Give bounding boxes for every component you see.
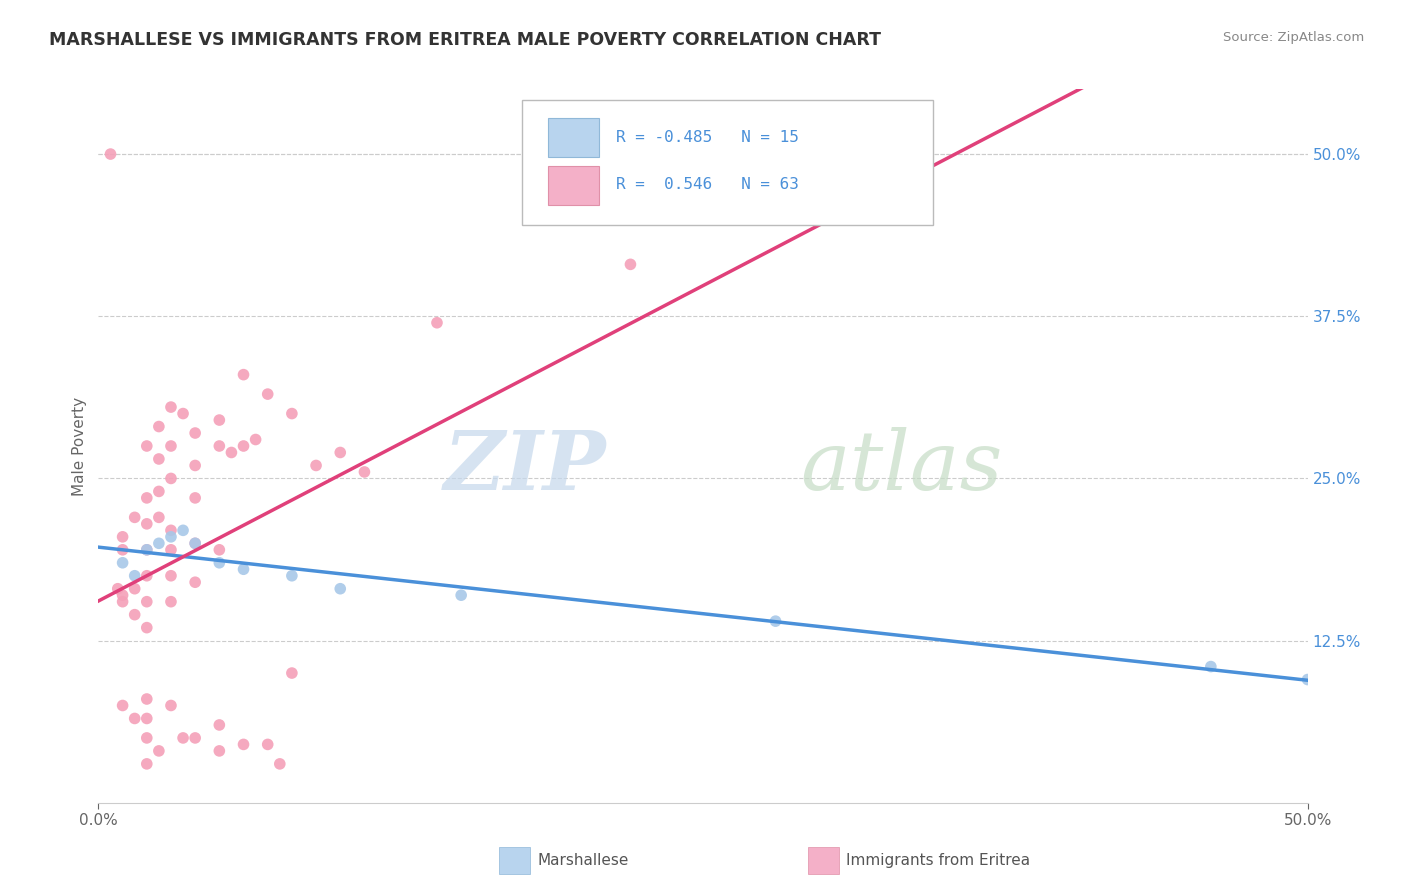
Point [124, 711, 146, 725]
Point [172, 407, 194, 421]
Text: ZIP: ZIP [444, 427, 606, 508]
Point [160, 595, 183, 609]
Point [160, 568, 183, 582]
Point [184, 575, 207, 590]
Point [135, 542, 157, 557]
Point [426, 316, 449, 330]
Point [450, 588, 472, 602]
Point [221, 445, 243, 459]
Point [305, 458, 328, 473]
Point [184, 536, 207, 550]
Point [148, 484, 170, 499]
Point [111, 595, 134, 609]
Point [281, 666, 304, 681]
Point [148, 510, 170, 524]
Point [135, 439, 157, 453]
Point [329, 582, 352, 596]
Point [111, 588, 134, 602]
Point [245, 433, 267, 447]
Point [160, 530, 183, 544]
Point [184, 458, 207, 473]
FancyBboxPatch shape [548, 166, 599, 205]
Point [148, 744, 170, 758]
FancyBboxPatch shape [522, 100, 932, 225]
Point [172, 524, 194, 538]
Point [100, 147, 122, 161]
Point [232, 368, 254, 382]
Point [135, 711, 157, 725]
Text: Marshallese: Marshallese [537, 854, 628, 868]
Point [232, 738, 254, 752]
Point [160, 400, 183, 414]
Point [135, 516, 157, 531]
Point [184, 491, 207, 505]
Point [353, 465, 375, 479]
Point [135, 731, 157, 745]
Point [765, 614, 787, 628]
Point [281, 568, 304, 582]
Text: Immigrants from Eritrea: Immigrants from Eritrea [846, 854, 1031, 868]
Point [160, 542, 183, 557]
Point [160, 471, 183, 485]
FancyBboxPatch shape [548, 118, 599, 157]
Point [208, 744, 231, 758]
Point [619, 257, 641, 271]
Point [281, 407, 304, 421]
Text: Source: ZipAtlas.com: Source: ZipAtlas.com [1223, 31, 1364, 45]
Point [148, 419, 170, 434]
Text: MARSHALLESE VS IMMIGRANTS FROM ERITREA MALE POVERTY CORRELATION CHART: MARSHALLESE VS IMMIGRANTS FROM ERITREA M… [49, 31, 882, 49]
Point [160, 439, 183, 453]
Point [107, 582, 129, 596]
Point [1296, 673, 1319, 687]
Point [208, 439, 231, 453]
Point [329, 445, 352, 459]
Point [256, 738, 278, 752]
Point [135, 621, 157, 635]
Point [172, 731, 194, 745]
Point [232, 562, 254, 576]
Point [111, 530, 134, 544]
Point [135, 542, 157, 557]
Point [124, 582, 146, 596]
Point [135, 595, 157, 609]
Point [184, 425, 207, 440]
Point [269, 756, 291, 771]
Point [148, 452, 170, 467]
Point [208, 413, 231, 427]
Point [135, 491, 157, 505]
Point [124, 568, 146, 582]
Point [1199, 659, 1222, 673]
Point [184, 536, 207, 550]
Point [124, 607, 146, 622]
Point [111, 698, 134, 713]
Point [208, 556, 231, 570]
Text: R = -0.485   N = 15: R = -0.485 N = 15 [616, 129, 799, 145]
Point [232, 439, 254, 453]
Point [256, 387, 278, 401]
Point [184, 731, 207, 745]
Point [135, 692, 157, 706]
Text: R =  0.546   N = 63: R = 0.546 N = 63 [616, 178, 799, 193]
Point [160, 524, 183, 538]
Point [135, 756, 157, 771]
Point [208, 542, 231, 557]
Point [160, 698, 183, 713]
Point [124, 510, 146, 524]
Text: atlas: atlas [800, 427, 1002, 508]
Point [111, 556, 134, 570]
Y-axis label: Male Poverty: Male Poverty [72, 396, 87, 496]
Point [208, 718, 231, 732]
Point [111, 542, 134, 557]
Point [148, 536, 170, 550]
Point [135, 568, 157, 582]
